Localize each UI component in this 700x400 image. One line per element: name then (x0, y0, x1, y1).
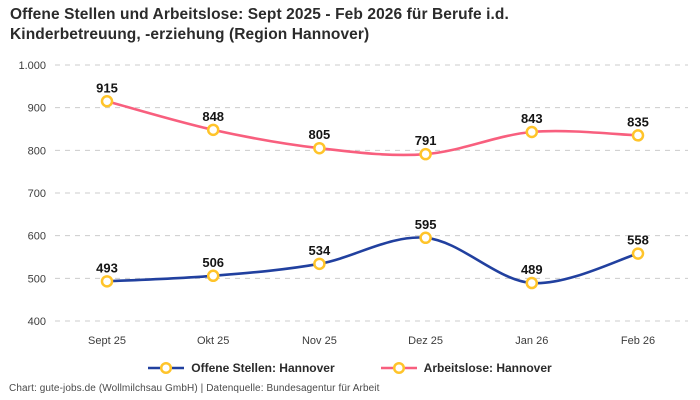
chart-source-note: Chart: gute-jobs.de (Wollmilchsau GmbH) … (9, 383, 380, 394)
legend-marker-icon (380, 361, 417, 375)
y-axis-tick-label: 1.000 (18, 60, 46, 72)
y-axis-tick-label: 500 (28, 273, 46, 285)
data-point-label: 489 (521, 262, 543, 277)
data-point-marker (100, 95, 114, 108)
legend-item: Arbeitslose: Hannover (380, 361, 552, 375)
x-axis-tick-label: Sept 25 (88, 335, 126, 347)
y-axis-tick-label: 600 (28, 231, 46, 243)
data-point-marker (419, 147, 432, 161)
data-point-marker (206, 269, 220, 283)
chart-title-line2: Kinderbetreuung, -erziehung (Region Hann… (10, 26, 370, 43)
legend-item: Offene Stellen: Hannover (148, 361, 335, 375)
x-axis-tick-label: Dez 25 (408, 335, 443, 347)
data-point-marker (631, 247, 645, 260)
data-point-marker (631, 129, 645, 142)
y-axis-tick-label: 400 (28, 316, 46, 328)
line-chart-plot-area: 1.000 900 800 700 600 500 400 Sept 25 Okt 25 Nov … (18, 60, 688, 347)
x-axis-tick-label: Feb 26 (621, 335, 655, 347)
y-axis-tick-label: 700 (28, 188, 46, 200)
data-point-label: 843 (521, 111, 543, 126)
x-axis-tick-label: Nov 25 (302, 335, 337, 347)
data-point-marker (206, 123, 220, 137)
data-point-marker (100, 275, 114, 288)
data-point-label: 791 (415, 133, 437, 148)
chart-title-line1: Offene Stellen und Arbeitslose: Sept 202… (10, 6, 509, 23)
data-point-marker (313, 141, 326, 155)
series-line (105, 236, 640, 285)
data-point-marker (525, 276, 539, 290)
data-point-marker (525, 125, 539, 139)
data-point-label: 493 (96, 260, 118, 275)
data-point-label: 534 (309, 243, 331, 258)
series-line (105, 99, 640, 157)
data-point-label: 506 (202, 255, 224, 270)
chart-title: Offene Stellen und Arbeitslose: Sept 202… (10, 5, 509, 45)
x-axis-tick-label: Okt 25 (197, 335, 229, 347)
data-point-label: 595 (415, 217, 437, 232)
data-point-label: 835 (627, 114, 649, 129)
legend-label: Offene Stellen: Hannover (191, 361, 335, 375)
data-point-label: 848 (202, 109, 224, 124)
y-axis-tick-label: 900 (28, 103, 46, 115)
data-point-label: 805 (309, 127, 331, 142)
data-point-marker (313, 257, 326, 271)
legend-label: Arbeitslose: Hannover (423, 361, 552, 375)
y-axis-tick-label: 800 (28, 145, 46, 157)
chart-legend: Offene Stellen: Hannover Arbeitslose: Han… (0, 358, 700, 378)
legend-marker-icon (148, 361, 185, 375)
data-point-label: 558 (627, 233, 649, 248)
x-axis-tick-label: Jan 26 (515, 335, 548, 347)
data-point-label: 915 (96, 80, 118, 95)
data-point-marker (419, 231, 432, 245)
